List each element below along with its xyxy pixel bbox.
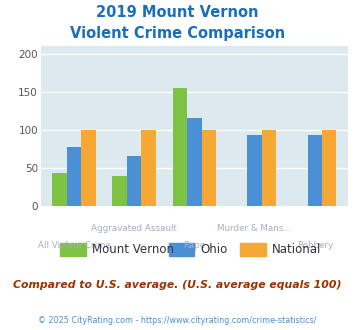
Text: Compared to U.S. average. (U.S. average equals 100): Compared to U.S. average. (U.S. average …	[13, 280, 342, 290]
Bar	[187, 118, 202, 206]
Bar	[127, 156, 141, 206]
Bar	[307, 135, 322, 206]
Bar	[202, 130, 216, 206]
Text: Aggravated Assault: Aggravated Assault	[91, 224, 177, 233]
Text: All Violent Crime: All Violent Crime	[38, 241, 110, 250]
Bar	[141, 130, 156, 206]
Text: Murder & Mans...: Murder & Mans...	[218, 224, 292, 233]
Bar	[262, 130, 276, 206]
Text: Mount Vernon: Mount Vernon	[92, 243, 174, 256]
Text: Rape: Rape	[183, 241, 206, 250]
Text: Ohio: Ohio	[201, 243, 228, 256]
Bar	[173, 88, 187, 206]
Text: 2019 Mount Vernon: 2019 Mount Vernon	[96, 5, 259, 20]
Text: Violent Crime Comparison: Violent Crime Comparison	[70, 26, 285, 41]
Bar	[52, 173, 67, 206]
Text: Robbery: Robbery	[297, 241, 333, 250]
Text: National: National	[272, 243, 322, 256]
Bar	[113, 176, 127, 206]
Text: © 2025 CityRating.com - https://www.cityrating.com/crime-statistics/: © 2025 CityRating.com - https://www.city…	[38, 315, 317, 325]
Bar	[81, 130, 95, 206]
Bar	[67, 147, 81, 206]
Bar	[322, 130, 337, 206]
Bar	[247, 135, 262, 206]
